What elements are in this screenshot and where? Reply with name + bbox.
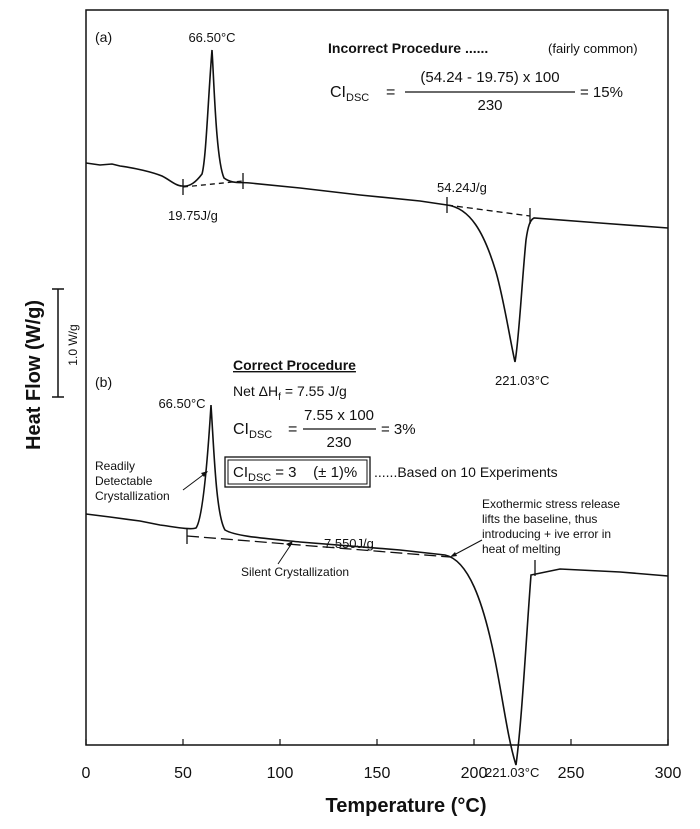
x-tick-label: 250 [558,765,585,782]
panel-a-exo-peak-label: 66.50°C [188,30,235,45]
panel-b-result-box: CIDSC = 3 (± 1)% [233,464,357,484]
panel-b-silent-baseline [186,535,451,558]
y-axis-label: Heat Flow (W/g) [23,300,45,450]
panel-a-heading-note: (fairly common) [548,41,638,56]
panel-b-result-note: ......Based on 10 Experiments [374,464,558,480]
x-tick-label: 200 [461,765,488,782]
panel-a-formula-eq: = [386,84,395,101]
plot-frame [85,9,669,746]
panel-b-readily-annotation: Readily Detectable Crystallization [95,459,170,503]
x-axis-ticks: 0 50 100 150 200 250 300 [82,739,682,782]
x-tick-label: 150 [364,765,391,782]
panel-a: (a) 66.50°C 19.75J/g 54.24J/g 221.03°C I… [85,29,669,388]
panel-a-formula-lhs: CIDSC [330,84,369,104]
panel-a-formula-result: = 15% [580,84,623,101]
panel-b-formula-eq: = [288,421,297,438]
panel-a-cryst-area: 19.75J/g [168,208,218,223]
x-tick-label: 100 [267,765,294,782]
panel-b-silent-arrowhead [286,541,293,547]
panel-b-heading: Correct Procedure [233,357,356,373]
panel-a-heading: Incorrect Procedure ...... [328,40,488,56]
panel-b-result-box-outer [224,456,371,488]
panel-b-net-enthalpy: Net ΔHf = 7.55 J/g [233,383,347,403]
panel-b-exo-peak-label: 66.50°C [158,396,205,411]
panel-b-endo-peak-label: 221.03°C [485,765,539,780]
panel-b-silent-area: 7.550J/g [324,536,374,551]
panel-b-dsc-curve [85,404,669,766]
panel-a-endo-peak-label: 221.03°C [495,373,549,388]
panel-b-silent-annotation: Silent Crystallization [241,565,349,579]
panel-b-result-box-inner [227,459,368,485]
panel-a-melt-area: 54.24J/g [437,180,487,195]
panel-b-formula-numerator: 7.55 x 100 [304,407,374,424]
panel-a-melt-baseline [446,204,531,217]
panel-a-cryst-baseline [182,180,244,188]
panel-b-formula-denominator: 230 [326,434,351,451]
panel-a-formula-numerator: (54.24 - 19.75) x 100 [420,69,559,86]
panel-b-exo-arrowhead [450,552,457,557]
panel-b: (b) 66.50°C 221.03°C 7.550J/g Correct Pr… [85,357,669,780]
panel-a-label: (a) [95,29,112,45]
panel-b-formula-lhs: CIDSC [233,421,272,441]
panel-a-formula-denominator: 230 [477,97,502,114]
x-axis-label: Temperature (°C) [326,795,487,817]
panel-b-exo-annotation: Exothermic stress release lifts the base… [482,497,623,556]
panel-b-readily-arrowhead [201,471,208,477]
x-tick-label: 300 [655,765,682,782]
x-tick-label: 0 [82,765,91,782]
x-tick-label: 50 [174,765,192,782]
panel-b-exo-arrow [451,539,483,557]
scale-bar-label: 1.0 W/g [66,324,80,365]
panel-b-label: (b) [95,374,112,390]
panel-a-dsc-curve [85,49,669,363]
panel-b-formula-result: = 3% [381,421,416,438]
